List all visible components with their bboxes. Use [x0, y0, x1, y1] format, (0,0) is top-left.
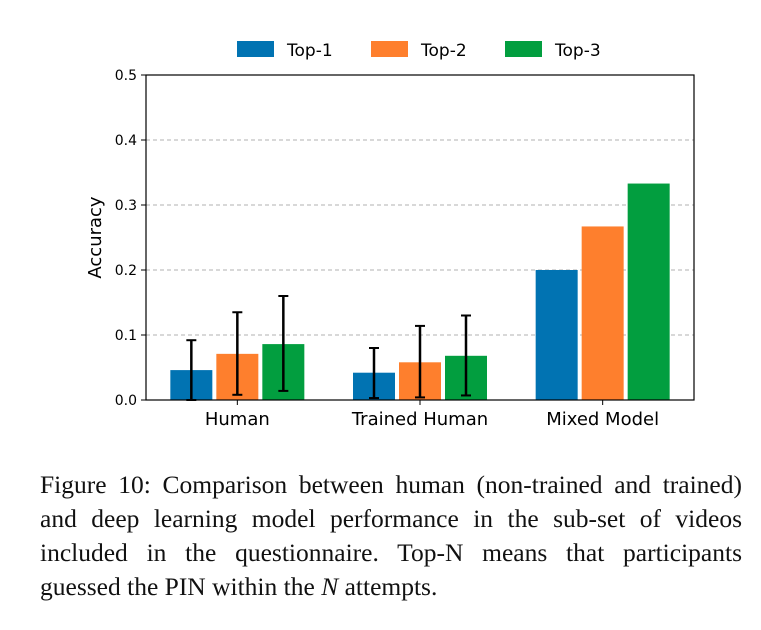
legend-label: Top-1 [286, 41, 333, 61]
y-tick-label: 0.0 [115, 393, 137, 409]
y-tick-label: 0.5 [115, 68, 137, 84]
caption-italic: N [321, 572, 339, 601]
caption-text: Figure 10: Comparison between human (non… [40, 470, 742, 601]
x-tick-label: Mixed Model [546, 409, 659, 430]
legend-swatch [505, 41, 542, 57]
legend-swatch [371, 41, 408, 57]
bar-top-3 [627, 183, 670, 400]
x-tick-label: Trained Human [351, 409, 488, 430]
figure-caption: Figure 10: Comparison between human (non… [40, 468, 742, 604]
legend-label: Top-3 [554, 41, 601, 61]
legend-swatch [237, 41, 274, 57]
legend-label: Top-2 [420, 41, 467, 61]
bar-top-2 [581, 226, 624, 400]
y-tick-label: 0.1 [115, 328, 137, 344]
plot-frame [145, 74, 695, 401]
x-tick-label: Human [205, 409, 270, 430]
bar-top-1 [535, 270, 578, 400]
caption-text-end: attempts. [338, 572, 438, 601]
y-tick-label: 0.3 [115, 198, 137, 214]
y-tick-label: 0.2 [115, 263, 137, 279]
bar-chart: 0.0 0.1 0.2 0.3 0.4 0.5 Human Trained Human Mixe… [85, 41, 695, 430]
y-tick-label: 0.4 [115, 133, 137, 149]
y-axis-label: Accuracy [85, 196, 106, 279]
